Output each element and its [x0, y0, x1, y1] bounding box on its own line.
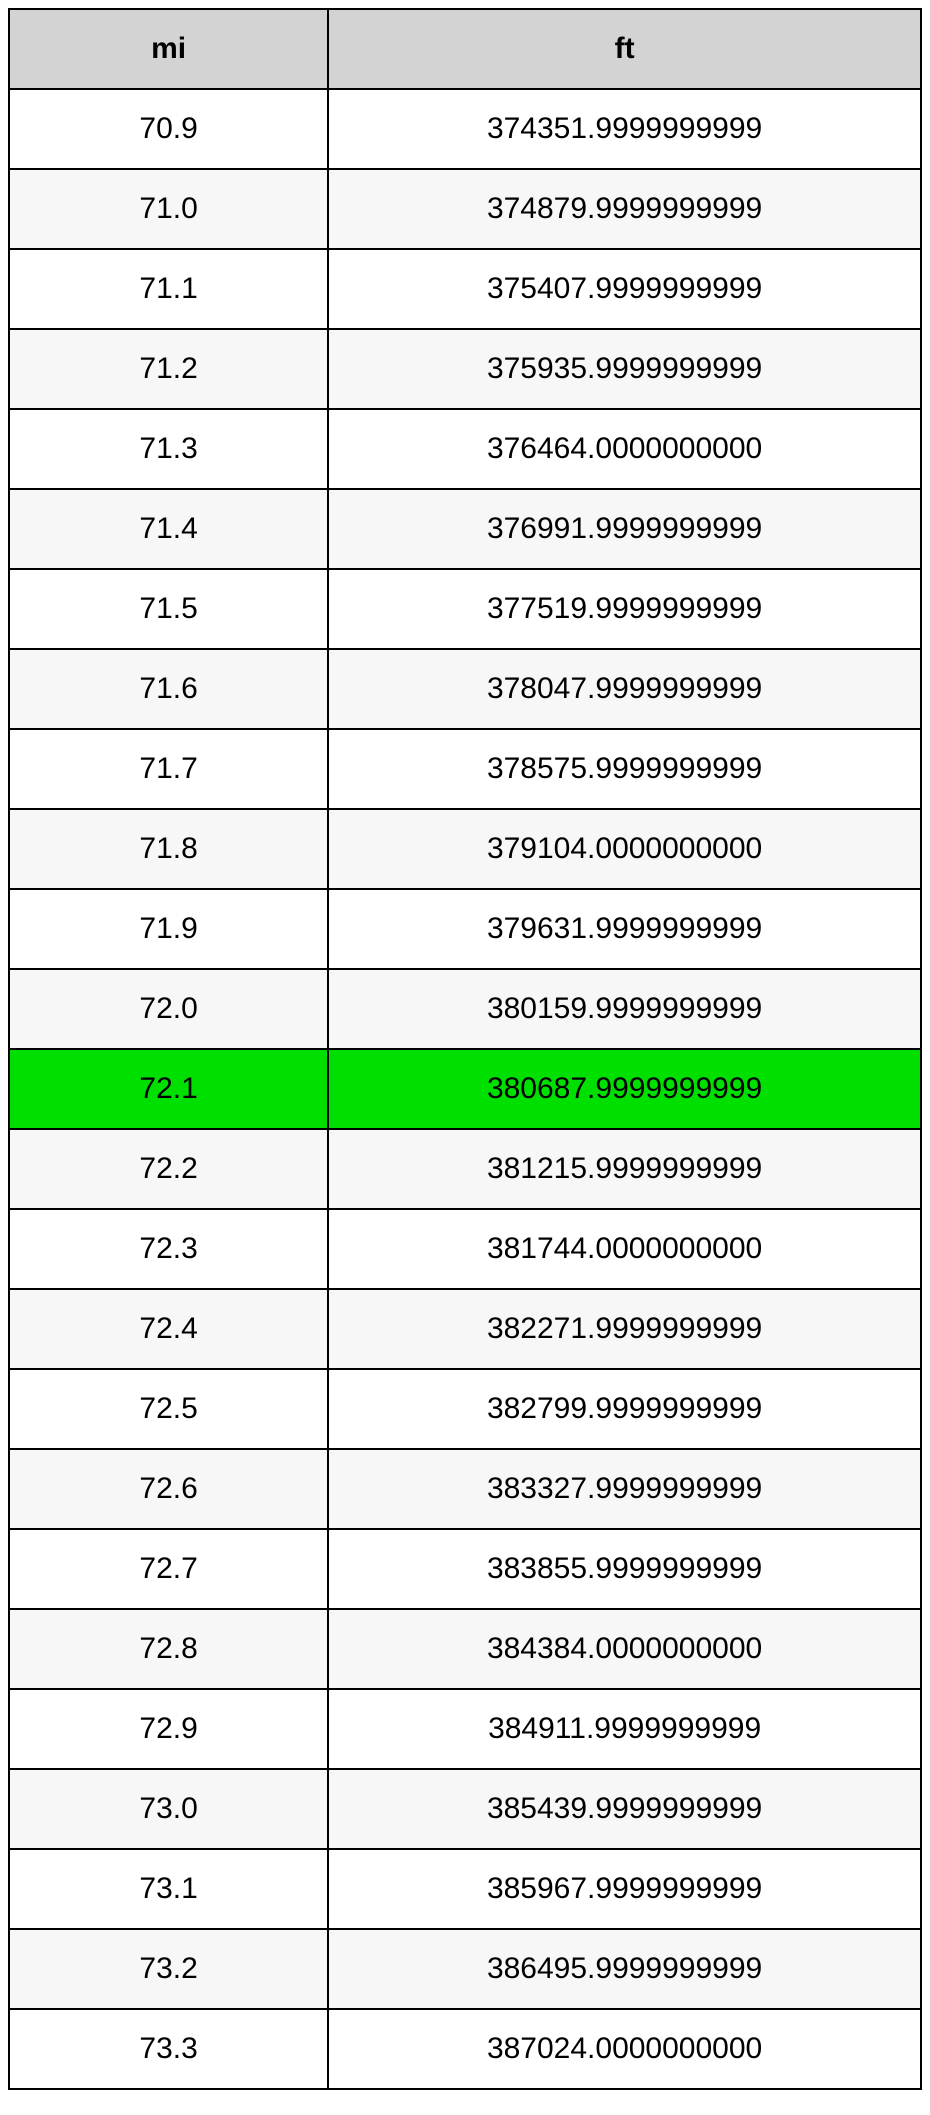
- table-row: 71.5 377519.9999999999: [9, 569, 921, 649]
- cell-ft: 381744.0000000000: [328, 1209, 921, 1289]
- table-row: 71.9 379631.9999999999: [9, 889, 921, 969]
- cell-mi: 72.8: [9, 1609, 328, 1689]
- cell-mi: 72.4: [9, 1289, 328, 1369]
- cell-ft: 379631.9999999999: [328, 889, 921, 969]
- cell-mi: 72.6: [9, 1449, 328, 1529]
- cell-ft: 383855.9999999999: [328, 1529, 921, 1609]
- cell-mi: 70.9: [9, 89, 328, 169]
- cell-mi: 71.4: [9, 489, 328, 569]
- cell-mi: 71.9: [9, 889, 328, 969]
- table-row: 72.0 380159.9999999999: [9, 969, 921, 1049]
- table-row: 71.2 375935.9999999999: [9, 329, 921, 409]
- cell-mi: 73.1: [9, 1849, 328, 1929]
- cell-ft: 376464.0000000000: [328, 409, 921, 489]
- table-row: 71.1 375407.9999999999: [9, 249, 921, 329]
- cell-ft: 386495.9999999999: [328, 1929, 921, 2009]
- cell-ft: 377519.9999999999: [328, 569, 921, 649]
- cell-ft: 379104.0000000000: [328, 809, 921, 889]
- table-row: 71.3 376464.0000000000: [9, 409, 921, 489]
- cell-mi: 73.2: [9, 1929, 328, 2009]
- cell-mi: 72.2: [9, 1129, 328, 1209]
- cell-ft: 384384.0000000000: [328, 1609, 921, 1689]
- cell-mi: 72.5: [9, 1369, 328, 1449]
- conversion-table: mi ft 70.9 374351.9999999999 71.0 374879…: [8, 8, 922, 2090]
- cell-mi: 71.5: [9, 569, 328, 649]
- cell-ft: 374351.9999999999: [328, 89, 921, 169]
- table-row: 71.8 379104.0000000000: [9, 809, 921, 889]
- table-row: 72.2 381215.9999999999: [9, 1129, 921, 1209]
- table-row: 73.1 385967.9999999999: [9, 1849, 921, 1929]
- cell-mi: 71.1: [9, 249, 328, 329]
- cell-ft: 387024.0000000000: [328, 2009, 921, 2089]
- cell-mi: 71.2: [9, 329, 328, 409]
- cell-ft: 381215.9999999999: [328, 1129, 921, 1209]
- table-row-highlighted: 72.1 380687.9999999999: [9, 1049, 921, 1129]
- table-row: 71.7 378575.9999999999: [9, 729, 921, 809]
- table-body: 70.9 374351.9999999999 71.0 374879.99999…: [9, 89, 921, 2089]
- cell-ft: 378575.9999999999: [328, 729, 921, 809]
- cell-mi: 72.9: [9, 1689, 328, 1769]
- table-row: 73.2 386495.9999999999: [9, 1929, 921, 2009]
- cell-ft: 380159.9999999999: [328, 969, 921, 1049]
- cell-ft: 385967.9999999999: [328, 1849, 921, 1929]
- cell-ft: 382799.9999999999: [328, 1369, 921, 1449]
- cell-mi: 72.0: [9, 969, 328, 1049]
- cell-mi: 71.7: [9, 729, 328, 809]
- table-row: 71.0 374879.9999999999: [9, 169, 921, 249]
- table-header-row: mi ft: [9, 9, 921, 89]
- cell-ft: 378047.9999999999: [328, 649, 921, 729]
- cell-mi: 71.0: [9, 169, 328, 249]
- cell-mi: 73.0: [9, 1769, 328, 1849]
- table-row: 70.9 374351.9999999999: [9, 89, 921, 169]
- cell-mi: 71.8: [9, 809, 328, 889]
- cell-ft: 385439.9999999999: [328, 1769, 921, 1849]
- cell-mi: 71.6: [9, 649, 328, 729]
- cell-mi: 72.1: [9, 1049, 328, 1129]
- table-row: 72.3 381744.0000000000: [9, 1209, 921, 1289]
- cell-mi: 71.3: [9, 409, 328, 489]
- cell-mi: 72.3: [9, 1209, 328, 1289]
- table-row: 71.6 378047.9999999999: [9, 649, 921, 729]
- cell-ft: 375935.9999999999: [328, 329, 921, 409]
- column-header-ft: ft: [328, 9, 921, 89]
- cell-ft: 380687.9999999999: [328, 1049, 921, 1129]
- table-row: 72.9 384911.9999999999: [9, 1689, 921, 1769]
- cell-ft: 376991.9999999999: [328, 489, 921, 569]
- cell-ft: 374879.9999999999: [328, 169, 921, 249]
- table-row: 72.8 384384.0000000000: [9, 1609, 921, 1689]
- table-row: 73.3 387024.0000000000: [9, 2009, 921, 2089]
- cell-ft: 384911.9999999999: [328, 1689, 921, 1769]
- cell-ft: 382271.9999999999: [328, 1289, 921, 1369]
- cell-mi: 73.3: [9, 2009, 328, 2089]
- table-row: 73.0 385439.9999999999: [9, 1769, 921, 1849]
- cell-ft: 383327.9999999999: [328, 1449, 921, 1529]
- cell-ft: 375407.9999999999: [328, 249, 921, 329]
- cell-mi: 72.7: [9, 1529, 328, 1609]
- table-row: 71.4 376991.9999999999: [9, 489, 921, 569]
- table-row: 72.5 382799.9999999999: [9, 1369, 921, 1449]
- column-header-mi: mi: [9, 9, 328, 89]
- table-row: 72.6 383327.9999999999: [9, 1449, 921, 1529]
- table-row: 72.7 383855.9999999999: [9, 1529, 921, 1609]
- table-row: 72.4 382271.9999999999: [9, 1289, 921, 1369]
